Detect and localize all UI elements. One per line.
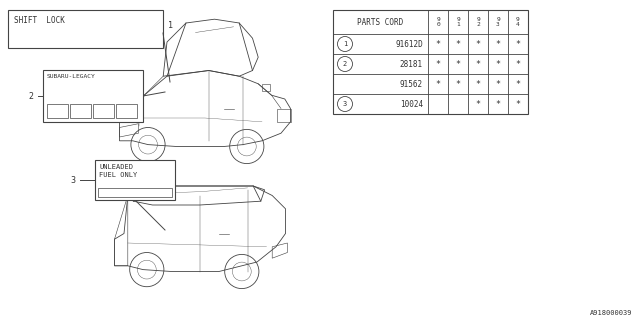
Text: *: *	[515, 60, 520, 68]
Text: *: *	[435, 60, 440, 68]
Text: *: *	[515, 100, 520, 108]
Text: SUBARU-LEGACY: SUBARU-LEGACY	[47, 74, 96, 79]
Text: *: *	[456, 79, 461, 89]
Text: *: *	[435, 39, 440, 49]
Bar	[70, 104, 91, 118]
Bar	[93, 104, 114, 118]
Bar	[43, 70, 143, 122]
Text: *: *	[476, 79, 481, 89]
Bar	[333, 10, 528, 114]
Bar	[95, 160, 175, 200]
Text: *: *	[515, 79, 520, 89]
Text: 3: 3	[70, 175, 75, 185]
Text: 3: 3	[343, 101, 347, 107]
Text: *: *	[495, 60, 500, 68]
Text: UNLEADED
FUEL ONLY: UNLEADED FUEL ONLY	[99, 164, 137, 178]
Text: *: *	[456, 60, 461, 68]
Text: 2: 2	[343, 61, 347, 67]
Text: 10024: 10024	[400, 100, 423, 108]
Text: 2: 2	[28, 92, 33, 100]
Text: *: *	[476, 39, 481, 49]
Text: *: *	[476, 60, 481, 68]
Text: *: *	[476, 100, 481, 108]
Text: 28181: 28181	[400, 60, 423, 68]
Text: *: *	[435, 79, 440, 89]
Text: 9
1: 9 1	[456, 17, 460, 27]
Text: 91562: 91562	[400, 79, 423, 89]
Text: 1: 1	[168, 21, 173, 30]
Text: 9
3: 9 3	[496, 17, 500, 27]
Text: 9
2: 9 2	[476, 17, 480, 27]
Bar	[8, 10, 163, 48]
Text: PARTS CORD: PARTS CORD	[357, 18, 403, 27]
Bar	[47, 104, 68, 118]
Text: *: *	[495, 39, 500, 49]
Text: A918000039: A918000039	[589, 310, 632, 316]
Text: SHIFT  LOCK: SHIFT LOCK	[14, 16, 65, 25]
Bar	[116, 104, 137, 118]
Text: 1: 1	[343, 41, 347, 47]
Text: *: *	[515, 39, 520, 49]
Text: *: *	[456, 39, 461, 49]
Text: 9
4: 9 4	[516, 17, 520, 27]
Text: *: *	[495, 79, 500, 89]
Bar	[98, 188, 172, 197]
Text: 9
0: 9 0	[436, 17, 440, 27]
Text: *: *	[495, 100, 500, 108]
Text: 91612D: 91612D	[396, 39, 423, 49]
